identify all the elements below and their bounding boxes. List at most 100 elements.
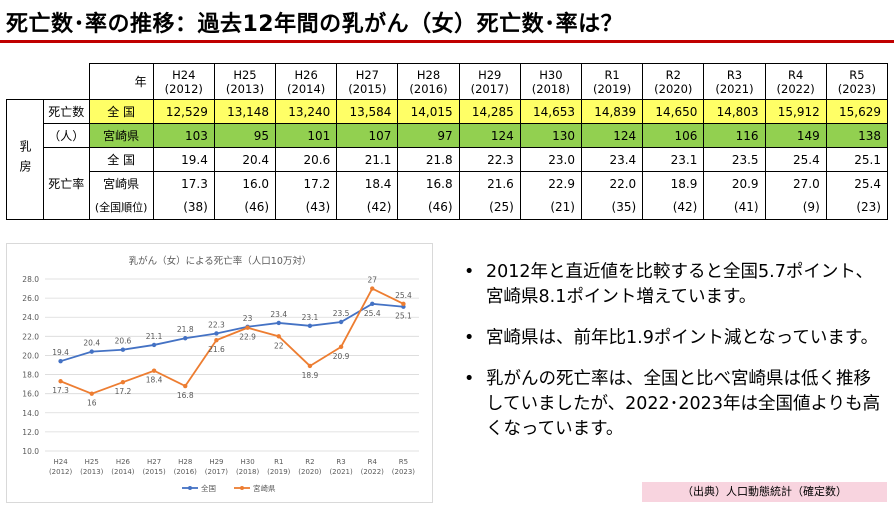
x-tick-era: R2 — [305, 458, 314, 466]
chart-svg: 乳がん（女）による死亡率（人口10万対） 28.0 26.0 24.0 22.0 20.0… — [22, 255, 419, 493]
rate-miyazaki-cell: 25.4 — [825, 171, 889, 196]
rate-miyazaki-cell: 27.0 — [764, 171, 827, 196]
bullet-item-1: • 2012年と直近値を比較すると全国5.7ポイント、宮崎県8.1ポイント増えてい… — [462, 260, 887, 310]
year-era: R2 — [665, 67, 681, 82]
deaths-national-cell: 15,912 — [764, 99, 827, 124]
deaths-miyazaki-cell: 107 — [336, 123, 399, 148]
data-label: 21.1 — [146, 332, 163, 341]
x-tick-year: (2021) — [329, 468, 353, 476]
deaths-national-cell: 13,240 — [275, 99, 338, 124]
deaths-miyazaki-cell: 124 — [458, 123, 521, 148]
deaths-unit: （人） — [43, 123, 90, 148]
x-tick-year: (2018) — [236, 468, 260, 476]
rate-label: 死亡率 — [43, 147, 90, 220]
rate-national-cell: 21.8 — [397, 147, 460, 172]
data-point — [89, 349, 94, 354]
bullet-item-3: • 乳がんの死亡率は、全国と比べ宮崎県は低く推移していましたが、2022･2023… — [462, 367, 887, 442]
year-western: (2022) — [776, 81, 815, 96]
legend-label: 全国 — [201, 483, 216, 493]
data-label: 22.9 — [239, 333, 256, 342]
statistics-table: 年 H24 (2012) H25 (2013) H26 (2014) H27 (2015) H28… — [6, 63, 889, 220]
deaths-miyazaki-cell: 95 — [213, 123, 277, 148]
rate-miyazaki-cell: 16.8 — [397, 171, 460, 196]
table-row: 宮崎県 17.3 16.0 17.2 18.4 16.8 21.6 22.9 22.0 18.9 2… — [7, 171, 889, 196]
year-era: H30 — [539, 67, 563, 82]
data-label: 17.3 — [52, 386, 69, 395]
legend-label: 宮崎県 — [253, 483, 276, 493]
bullet-text-1: 2012年と直近値を比較すると全国5.7ポイント、宮崎県8.1ポイント増えていま… — [486, 262, 874, 307]
data-point — [214, 337, 219, 343]
deaths-national-cell: 14,653 — [519, 99, 583, 124]
rank-miyazaki-cell: (25) — [458, 195, 521, 220]
data-label: 25.1 — [395, 312, 412, 321]
y-tick-label: 28.0 — [22, 275, 39, 284]
data-label: 21.6 — [208, 345, 225, 354]
rate-miyazaki-cell: 20.9 — [703, 171, 766, 196]
data-point — [183, 383, 188, 389]
data-label: 18.9 — [302, 371, 319, 380]
rank-miyazaki-cell: (42) — [336, 195, 399, 220]
rank-miyazaki-cell: (41) — [703, 195, 766, 220]
rate-national-cell: 23.1 — [642, 147, 705, 172]
data-point — [276, 320, 281, 326]
year-western: (2019) — [592, 81, 632, 96]
y-tick-label: 16.0 — [22, 390, 39, 399]
data-label: 23.1 — [302, 313, 319, 322]
series-line-1 — [60, 287, 404, 395]
deaths-national-cell: 14,015 — [397, 99, 460, 124]
data-label: 16 — [87, 399, 97, 408]
year-western: (2018) — [531, 81, 571, 96]
data-point — [307, 363, 313, 369]
data-point — [338, 319, 344, 325]
x-tick-era: H26 — [116, 458, 131, 466]
data-label: 23 — [243, 314, 253, 323]
rank-miyazaki-cell: (42) — [642, 195, 705, 220]
data-point — [151, 342, 157, 348]
national-label: 全 国 — [88, 99, 154, 124]
deaths-national-cell: 14,839 — [580, 99, 644, 124]
x-tick-era: H28 — [178, 458, 192, 466]
table-header-row: 年 H24 (2012) H25 (2013) H26 (2014) H27 (2015) H28… — [7, 63, 889, 100]
data-point — [151, 368, 157, 373]
bullet-text-3: 乳がんの死亡率は、全国と比べ宮崎県は低く推移していましたが、2022･2023年… — [486, 369, 881, 439]
year-header-cell: H24 (2012) — [152, 63, 215, 100]
national-label: 全 国 — [88, 147, 154, 172]
bullet-dot: • — [464, 369, 475, 389]
bullet-dot: • — [464, 262, 475, 282]
data-point — [370, 301, 375, 307]
year-era: H24 — [172, 67, 196, 82]
bullet-item-2: • 宮崎県は、前年比1.9ポイント減となっています。 — [462, 326, 887, 351]
deaths-national-cell: 14,803 — [703, 99, 766, 124]
rate-national-cell: 21.1 — [336, 147, 399, 172]
rank-miyazaki-cell: (35) — [580, 195, 644, 220]
series-line-0 — [60, 302, 404, 363]
year-header-cell: H26 (2014) — [275, 63, 338, 100]
deaths-miyazaki-cell: 124 — [580, 123, 644, 148]
deaths-miyazaki-cell: 103 — [152, 123, 215, 148]
data-point — [401, 301, 406, 307]
year-era: H28 — [416, 67, 441, 82]
x-tick-year: (2022) — [361, 468, 385, 476]
year-header-cell: H27 (2015) — [336, 63, 399, 100]
year-western: (2016) — [409, 81, 448, 96]
rate-miyazaki-cell: 18.9 — [642, 171, 705, 196]
data-label: 16.8 — [177, 391, 194, 400]
data-label: 20.6 — [115, 337, 132, 346]
table-row: 死亡率全 国 19.4 20.4 20.6 21.1 21.8 22.3 23.0 23.4 23… — [7, 147, 889, 220]
rate-national-cell: 23.0 — [519, 147, 583, 172]
y-tick-label: 20.0 — [22, 351, 39, 360]
rate-national-cell: 25.4 — [764, 147, 827, 172]
data-point — [120, 347, 126, 352]
year-era: R4 — [788, 67, 804, 82]
data-point — [89, 391, 94, 396]
deaths-miyazaki-cell: 97 — [397, 123, 460, 148]
rank-miyazaki-cell: (43) — [275, 195, 338, 220]
year-era: H27 — [355, 67, 379, 82]
miyazaki-label: 宮崎県 — [88, 123, 154, 148]
rank-miyazaki-cell: (46) — [397, 195, 460, 220]
x-tick-era: H25 — [85, 458, 99, 466]
year-header-cell: R1 (2019) — [580, 63, 644, 100]
deaths-miyazaki-cell: 106 — [642, 123, 705, 148]
bullet-dot: • — [464, 328, 475, 348]
x-tick-year: (2013) — [80, 468, 104, 476]
